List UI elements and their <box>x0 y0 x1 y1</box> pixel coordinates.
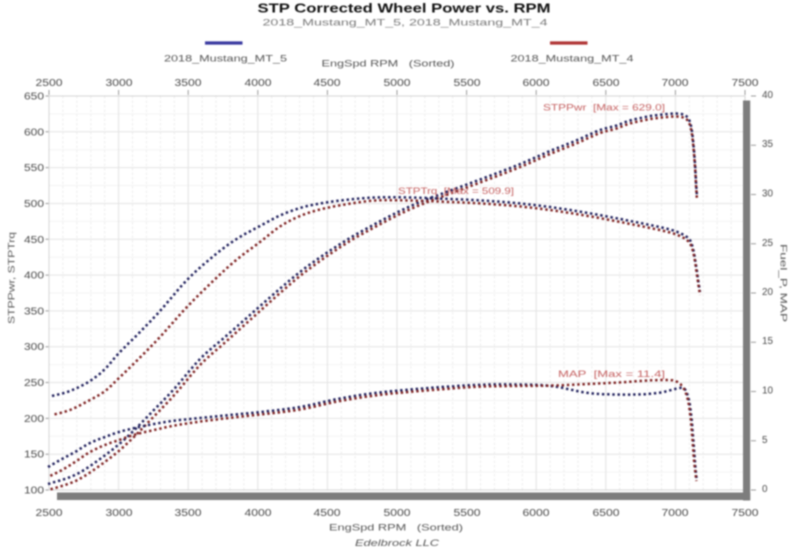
svg-text:350: 350 <box>24 306 45 317</box>
svg-text:3500: 3500 <box>175 508 203 519</box>
svg-text:7000: 7000 <box>662 78 690 89</box>
svg-text:EngSpd RPM (Sorted): EngSpd RPM (Sorted) <box>322 59 455 69</box>
svg-text:2500: 2500 <box>36 508 64 519</box>
svg-text:MAP [Max = 11.4]: MAP [Max = 11.4] <box>558 369 665 379</box>
svg-text:5000: 5000 <box>384 508 412 519</box>
svg-text:300: 300 <box>24 342 45 353</box>
svg-text:2500: 2500 <box>36 78 64 89</box>
svg-text:600: 600 <box>24 127 45 138</box>
svg-text:4500: 4500 <box>314 508 342 519</box>
svg-text:6000: 6000 <box>523 508 551 519</box>
svg-text:150: 150 <box>24 450 45 461</box>
svg-text:7000: 7000 <box>662 508 690 519</box>
svg-text:0: 0 <box>762 484 768 495</box>
svg-text:650: 650 <box>24 92 45 103</box>
svg-text:6500: 6500 <box>593 508 621 519</box>
svg-text:2018_Mustang_MT_4: 2018_Mustang_MT_4 <box>511 54 634 64</box>
svg-text:100: 100 <box>24 486 45 497</box>
svg-text:7500: 7500 <box>732 508 760 519</box>
svg-text:STPPwr, STPTrq: STPPwr, STPTrq <box>7 232 17 324</box>
svg-text:500: 500 <box>24 199 45 210</box>
svg-text:450: 450 <box>24 235 45 246</box>
svg-text:4000: 4000 <box>245 78 273 89</box>
svg-text:35: 35 <box>762 139 773 150</box>
svg-text:3000: 3000 <box>106 78 134 89</box>
svg-text:Edelbrock LLC: Edelbrock LLC <box>355 538 440 548</box>
svg-text:4000: 4000 <box>245 508 273 519</box>
svg-text:10: 10 <box>762 386 773 397</box>
svg-text:250: 250 <box>24 378 45 389</box>
svg-text:STP Corrected Wheel Power vs.: STP Corrected Wheel Power vs. RPM <box>258 2 551 16</box>
svg-text:40: 40 <box>762 90 773 101</box>
svg-text:2018_Mustang_MT_5, 2018_Mustan: 2018_Mustang_MT_5, 2018_Mustang_MT_4 <box>263 18 548 28</box>
svg-text:200: 200 <box>24 414 45 425</box>
svg-text:5: 5 <box>762 435 768 446</box>
svg-text:5500: 5500 <box>454 508 482 519</box>
svg-text:4500: 4500 <box>314 78 342 89</box>
svg-text:25: 25 <box>762 238 773 249</box>
svg-text:Fuel_P, MAP: Fuel_P, MAP <box>779 244 789 322</box>
svg-text:15: 15 <box>762 336 773 347</box>
svg-text:550: 550 <box>24 163 45 174</box>
svg-text:30: 30 <box>762 189 773 200</box>
svg-text:3500: 3500 <box>175 78 203 89</box>
svg-text:STPPwr [Max = 629.0]: STPPwr [Max = 629.0] <box>543 103 665 113</box>
svg-text:7500: 7500 <box>732 78 760 89</box>
svg-text:5500: 5500 <box>454 78 482 89</box>
svg-text:6500: 6500 <box>593 78 621 89</box>
svg-text:3000: 3000 <box>106 508 134 519</box>
svg-text:20: 20 <box>762 287 773 298</box>
svg-text:6000: 6000 <box>523 78 551 89</box>
svg-text:5000: 5000 <box>384 78 412 89</box>
svg-text:EngSpd RPM (Sorted): EngSpd RPM (Sorted) <box>329 523 463 533</box>
svg-text:2018_Mustang_MT_5: 2018_Mustang_MT_5 <box>164 54 287 64</box>
svg-text:STPTrq [Max = 509.9]: STPTrq [Max = 509.9] <box>398 186 514 196</box>
svg-text:400: 400 <box>24 271 45 282</box>
